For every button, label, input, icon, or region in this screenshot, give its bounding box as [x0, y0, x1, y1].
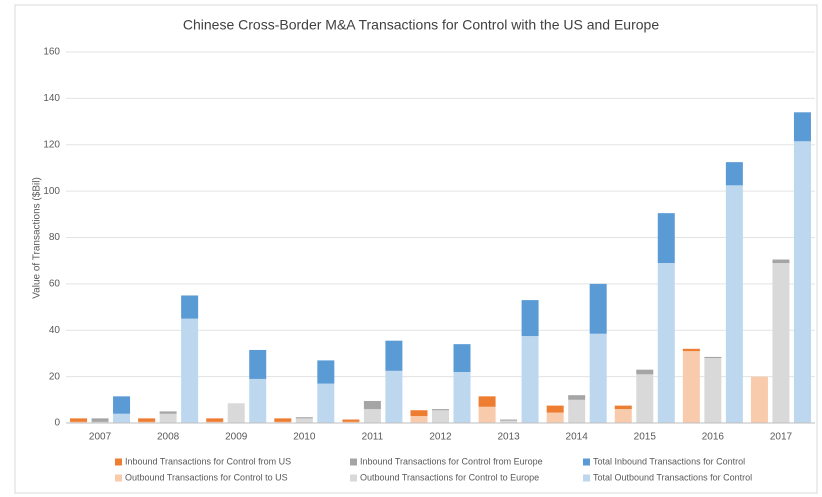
y-axis-label: Value of Transactions ($Bil): [32, 177, 43, 299]
x-tick-label: 2008: [157, 432, 180, 443]
bar-segment: [113, 396, 131, 414]
bar-segment: [181, 295, 199, 319]
bar-segment: [725, 185, 743, 423]
chart-title: Chinese Cross-Border M&A Transactions fo…: [183, 17, 659, 33]
bar-segment: [432, 409, 449, 411]
bar-segment: [249, 378, 267, 423]
legend-label: Outbound Transactions for Control to Eur…: [360, 472, 539, 482]
bar-segment: [227, 403, 245, 423]
x-tick-label: 2007: [89, 432, 112, 443]
bar-segment: [317, 383, 335, 423]
legend-swatch: [583, 474, 590, 482]
bar-segment: [704, 358, 722, 423]
bar-segment: [453, 371, 471, 423]
x-tick-label: 2016: [702, 432, 725, 443]
bar-segment: [363, 400, 381, 410]
bar-segment: [206, 421, 224, 423]
bar-segment: [478, 406, 496, 423]
bar-segment: [793, 112, 811, 142]
bar-segment: [521, 300, 539, 337]
legend-swatch: [350, 458, 357, 466]
y-tick-label: 100: [43, 186, 60, 197]
bar-segment: [521, 336, 539, 423]
bar-segment: [750, 376, 768, 423]
bar-segment: [113, 413, 131, 423]
bar-segment: [295, 417, 313, 419]
legend-label: Inbound Transactions for Control from Eu…: [360, 456, 543, 466]
bar-segment: [568, 399, 586, 423]
bar-segment: [159, 413, 177, 423]
bar-segment: [657, 213, 675, 264]
bar-segment: [500, 420, 518, 423]
bar-segment: [453, 344, 471, 372]
bar-segment: [249, 349, 267, 379]
bar-segment: [70, 418, 88, 422]
bar-segment: [342, 419, 360, 422]
legend-label: Inbound Transactions for Control from US: [125, 456, 291, 466]
y-tick-label: 80: [49, 232, 61, 243]
bar-segment: [614, 405, 632, 410]
bar-segment: [181, 318, 199, 423]
bar-segment: [546, 412, 564, 423]
bar-segment: [138, 421, 156, 423]
y-tick-label: 120: [43, 139, 60, 150]
bar-segment: [363, 409, 381, 423]
y-tick-label: 0: [54, 418, 60, 429]
bar-segment: [138, 418, 156, 422]
bar-segment: [159, 411, 177, 414]
x-tick-label: 2017: [770, 432, 793, 443]
bar-segment: [274, 418, 292, 422]
bar-segment: [385, 370, 403, 423]
x-tick-label: 2013: [497, 432, 520, 443]
x-tick-label: 2015: [634, 432, 657, 443]
x-tick-label: 2009: [225, 432, 248, 443]
bar-segment: [432, 410, 449, 423]
y-tick-label: 140: [43, 93, 60, 104]
bar-segment: [772, 263, 790, 423]
legend-swatch: [350, 474, 357, 482]
legend-label: Total Outbound Transactions for Control: [593, 472, 752, 482]
bar-segment: [589, 283, 607, 334]
bar-segment: [410, 416, 428, 423]
bar-segment: [410, 410, 428, 417]
bar-segment: [682, 351, 700, 423]
y-tick-label: 20: [49, 371, 61, 382]
bar-segment: [70, 421, 88, 423]
bar-segment: [589, 333, 607, 423]
bar-segment: [317, 360, 335, 384]
bar-segment: [704, 356, 722, 359]
y-tick-label: 160: [43, 47, 60, 58]
bar-segment: [342, 421, 360, 423]
bar-segment: [91, 418, 109, 422]
bar-segment: [793, 141, 811, 423]
bar-segment: [385, 340, 403, 371]
bar-segment: [657, 263, 675, 423]
bar-segment: [500, 419, 518, 421]
bar-segment: [725, 162, 743, 186]
bar-segment: [91, 421, 109, 423]
legend-swatch: [115, 458, 122, 466]
bar-segment: [682, 348, 700, 352]
x-tick-label: 2011: [362, 432, 384, 443]
bar-segment: [614, 409, 632, 423]
bar-segment: [274, 421, 292, 423]
bar-segment: [772, 259, 790, 264]
bar-segment: [636, 369, 654, 375]
legend-label: Outbound Transactions for Control to US: [125, 472, 288, 482]
legend-swatch: [115, 474, 122, 482]
bar-segment: [206, 418, 224, 422]
y-tick-label: 60: [49, 279, 61, 290]
bar-segment: [478, 396, 496, 407]
legend-label: Total Inbound Transactions for Control: [593, 456, 745, 466]
x-tick-label: 2012: [429, 432, 452, 443]
legend-swatch: [583, 458, 590, 466]
bar-segment: [546, 405, 564, 413]
bar-segment: [568, 395, 586, 400]
x-tick-label: 2010: [293, 432, 316, 443]
y-tick-label: 40: [49, 325, 61, 336]
bar-segment: [295, 418, 313, 423]
x-tick-label: 2014: [566, 432, 589, 443]
bar-segment: [636, 374, 654, 423]
